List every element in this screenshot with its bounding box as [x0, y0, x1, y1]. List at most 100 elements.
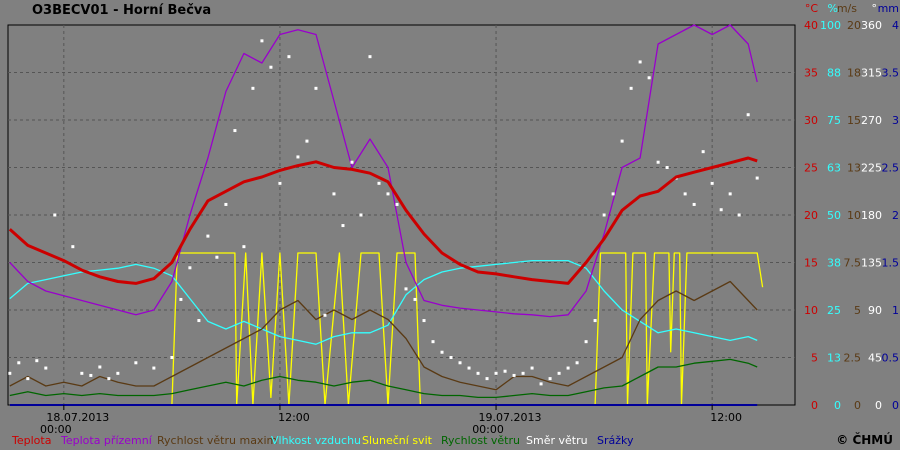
y-tick-label: 135 — [861, 257, 882, 270]
direction-point — [404, 287, 408, 291]
direction-point — [206, 234, 210, 238]
direction-point — [350, 160, 354, 164]
direction-point — [611, 192, 615, 196]
y-tick-label: 75 — [827, 114, 841, 127]
y-tick-label: 2.5 — [882, 162, 900, 175]
y-tick-label: 45 — [868, 352, 882, 365]
direction-point — [566, 366, 570, 370]
chart-title: O3BECV01 - Horní Bečva — [32, 3, 211, 18]
direction-point — [35, 359, 39, 363]
direction-point — [692, 202, 696, 206]
y-tick-label: 3 — [892, 114, 899, 127]
axis-unit-label: m/s — [837, 2, 857, 15]
y-tick-label: 1 — [892, 304, 899, 317]
direction-point — [557, 371, 561, 375]
direction-point — [44, 366, 48, 370]
direction-point — [422, 319, 426, 323]
direction-point — [458, 361, 462, 365]
y-tick-label: 18 — [847, 67, 861, 80]
direction-point — [476, 371, 480, 375]
direction-point — [188, 266, 192, 270]
y-tick-label: 2 — [892, 209, 899, 222]
direction-point — [710, 181, 714, 185]
direction-point — [179, 297, 183, 301]
axis-unit-label: mm — [878, 2, 899, 15]
y-tick-label: 360 — [861, 19, 882, 32]
direction-point — [287, 55, 291, 59]
y-tick-label: 15 — [804, 257, 818, 270]
axis-unit-labels: °C %m/s ° mm — [805, 2, 899, 15]
direction-point — [521, 371, 525, 375]
direction-point — [26, 377, 30, 381]
direction-point — [584, 340, 588, 344]
y-tick-label: 7.5 — [844, 257, 862, 270]
y-tick-label: 100 — [820, 19, 841, 32]
direction-point — [548, 377, 552, 381]
y-tick-label: 5 — [854, 304, 861, 317]
y-tick-label: 38 — [827, 257, 841, 270]
y-tick-label: 225 — [861, 162, 882, 175]
direction-point — [485, 377, 489, 381]
y-tick-label: 88 — [827, 67, 841, 80]
direction-point — [575, 361, 579, 365]
y-tick-label: 180 — [861, 209, 882, 222]
direction-point — [512, 373, 516, 377]
direction-point — [53, 213, 57, 217]
direction-point — [386, 192, 390, 196]
direction-point — [224, 202, 228, 206]
x-tick-label: 00:00 — [472, 423, 504, 436]
copyright-label: © ČHMÚ — [836, 432, 893, 447]
direction-point — [314, 86, 318, 90]
direction-point — [467, 366, 471, 370]
direction-point — [80, 371, 84, 375]
y-tick-label: 25 — [827, 304, 841, 317]
y-tick-label: 5 — [811, 352, 818, 365]
direction-point — [683, 192, 687, 196]
direction-point — [341, 224, 345, 228]
y-tick-label: 3.5 — [882, 67, 900, 80]
legend-entry-sun: Sluneční svit — [362, 434, 433, 447]
direction-point — [494, 371, 498, 375]
direction-point — [152, 366, 156, 370]
series-line-gust — [9, 280, 758, 391]
direction-point — [503, 369, 507, 373]
y-tick-label: 25 — [804, 162, 818, 175]
legend-entry-dir: Směr větru — [526, 434, 588, 447]
direction-point — [539, 382, 543, 386]
direction-point — [701, 150, 705, 154]
direction-point — [593, 319, 597, 323]
direction-point — [251, 86, 255, 90]
y-tick-label: 1.5 — [882, 257, 900, 270]
y-tick-label: 0 — [892, 399, 899, 412]
series-line-hum — [9, 259, 758, 345]
direction-point — [440, 350, 444, 354]
y-tick-label: 20 — [847, 19, 861, 32]
y-tick-label: 315 — [861, 67, 882, 80]
series-layer — [8, 24, 764, 406]
direction-point — [638, 60, 642, 64]
direction-point — [89, 373, 93, 377]
y-tick-label: 30 — [804, 114, 818, 127]
x-tick-label: 18.07.2013 — [46, 411, 109, 424]
y-tick-label: 10 — [847, 209, 861, 222]
direction-point — [260, 39, 264, 43]
direction-point — [269, 65, 273, 69]
direction-point — [656, 160, 660, 164]
direction-point — [719, 208, 723, 212]
direction-point — [215, 255, 219, 259]
direction-point — [323, 313, 327, 317]
y-tick-label: 13 — [847, 162, 861, 175]
y-tick-label: 15 — [847, 114, 861, 127]
direction-point — [647, 76, 651, 80]
direction-point — [728, 192, 732, 196]
direction-point — [665, 166, 669, 169]
direction-point — [116, 371, 120, 375]
y-tick-label: 2.5 — [844, 352, 862, 365]
y-tick-label: 0 — [875, 399, 882, 412]
y-tick-label: 4 — [892, 19, 899, 32]
legend-entry-temp: Teplota — [11, 434, 51, 447]
direction-point — [242, 245, 246, 249]
series-line-wind — [9, 358, 758, 399]
legend-entry-wind: Rychlost větru — [441, 434, 520, 447]
